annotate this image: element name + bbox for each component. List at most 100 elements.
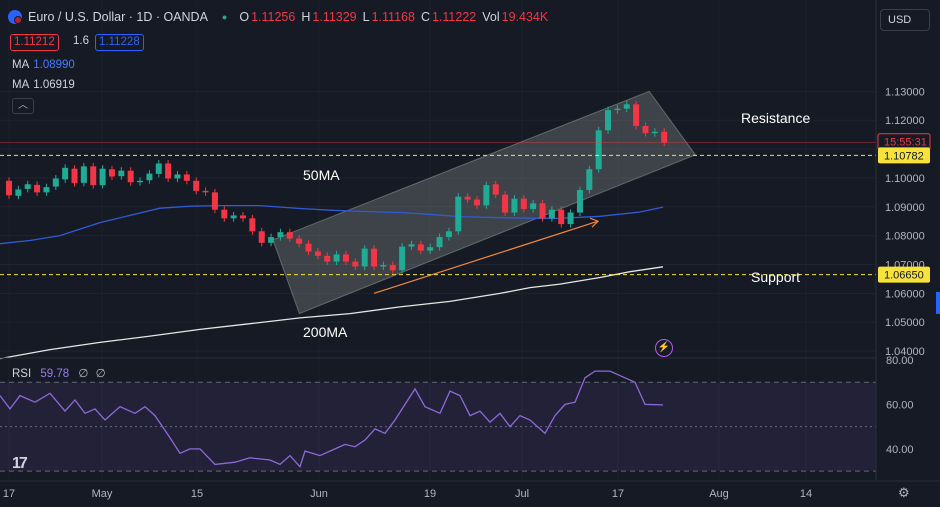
candle-body	[202, 190, 209, 193]
candle-body	[371, 248, 378, 267]
low-label: L	[362, 10, 370, 24]
candle-body	[221, 209, 228, 219]
close-value: 1.11222	[431, 10, 477, 24]
rsi-tick-label: 80.00	[886, 355, 914, 367]
price-tag-label: 1.06650	[884, 270, 924, 282]
candle-body	[333, 254, 340, 262]
candle-body	[240, 215, 246, 219]
price-tag	[878, 266, 930, 283]
candle-body	[43, 187, 50, 193]
candle-body	[651, 131, 658, 134]
candle-body	[539, 203, 546, 219]
horizontal-lines	[0, 142, 876, 276]
open-label: O	[239, 10, 250, 24]
price-tick-label: 1.09000	[885, 202, 925, 214]
candle-body	[483, 185, 490, 206]
candle-body	[380, 265, 387, 267]
rsi-legend[interactable]: RSI 59.78 ∅ ∅	[12, 366, 106, 380]
trend-arrow-head	[589, 217, 600, 228]
rsi-value: 59.78	[40, 368, 70, 380]
close-label: C	[420, 10, 430, 24]
rsi-tick-label: 60.00	[886, 399, 914, 411]
candle-body	[118, 170, 125, 177]
candle-body	[576, 190, 583, 213]
rsi-label: RSI	[12, 368, 32, 380]
candle-body	[455, 196, 462, 232]
high-value: 1.11329	[312, 10, 357, 24]
candle-body	[174, 174, 181, 179]
annotation-200ma: 200MA	[303, 324, 348, 340]
tradingview-logo: 17	[12, 455, 28, 472]
volume-value: 19.434K	[501, 10, 549, 24]
candle-body	[324, 255, 331, 262]
price-tick-label: 1.06000	[885, 288, 925, 300]
candle-body	[605, 110, 612, 131]
ma-50-value: 1.08990	[33, 59, 75, 71]
candle-body	[661, 131, 668, 143]
candle-body	[108, 169, 115, 177]
candle-body	[127, 170, 134, 183]
candle-body	[445, 231, 452, 238]
candle-body	[492, 184, 499, 195]
buy-price-button[interactable]: 1.11228	[95, 34, 144, 51]
candle-body	[146, 173, 153, 181]
candle-body	[137, 180, 144, 183]
candle-body	[90, 166, 97, 186]
candle-body	[155, 163, 162, 174]
collapse-legend-button[interactable]: ︿	[12, 98, 34, 114]
price-tick-label: 1.04000	[885, 346, 925, 358]
ma-50-legend[interactable]: MA 1.08990	[12, 59, 75, 71]
annotation-resistance: Resistance	[741, 110, 811, 126]
candle-body	[474, 199, 480, 206]
time-tick-label: Jun	[310, 488, 328, 500]
ma-200-legend[interactable]: MA 1.06919	[12, 79, 75, 91]
scroll-handle	[936, 292, 940, 314]
rsi-param: ∅	[95, 368, 106, 380]
settings-gear-icon[interactable]: ⚙	[898, 485, 910, 500]
candle-body	[258, 231, 265, 243]
candle-body	[314, 251, 321, 256]
candle-body	[511, 198, 518, 213]
candle-body	[183, 174, 190, 181]
time-tick-label: 19	[424, 488, 436, 500]
sell-price-button[interactable]: 1.11212	[10, 34, 59, 51]
candle-body	[62, 167, 69, 180]
candle-body	[249, 218, 256, 232]
candle-body	[595, 130, 602, 170]
rsi-param: ∅	[78, 368, 89, 380]
rsi-line	[0, 370, 664, 468]
candle-body	[352, 261, 359, 267]
rsi-tick-label: 40.00	[886, 444, 914, 456]
candle-body	[296, 238, 303, 244]
candle-body	[52, 178, 59, 187]
candles	[6, 100, 668, 274]
symbol-title[interactable]: Euro / U.S. Dollar · 1D · OANDA	[28, 10, 208, 24]
currency-label: USD	[888, 14, 912, 26]
candle-body	[305, 243, 312, 252]
candle-body	[230, 215, 237, 219]
candle-body	[165, 163, 172, 179]
euro-flag-icon	[8, 10, 22, 24]
ma-label: MA	[12, 59, 30, 71]
ma-200-line	[0, 266, 664, 360]
market-open-icon: ●	[221, 12, 228, 22]
symbol-header: Euro / U.S. Dollar · 1D · OANDA ● O 1.112…	[8, 10, 554, 24]
candle-body	[277, 232, 284, 238]
candle-body	[633, 104, 640, 126]
currency-dropdown[interactable]: USD	[880, 9, 930, 31]
candle-body	[408, 244, 415, 247]
candle-body	[623, 104, 630, 109]
candle-body	[567, 212, 574, 225]
candle-body	[642, 125, 649, 134]
spread-value: 1.6	[73, 35, 89, 47]
ma-label: MA	[12, 79, 30, 91]
time-tick-label: 17	[3, 488, 15, 500]
lightning-icon[interactable]: ⚡	[655, 339, 673, 357]
candle-body	[530, 203, 537, 210]
annotation-support: Support	[751, 269, 801, 285]
candle-body	[15, 189, 22, 196]
trend-arrow	[373, 220, 599, 294]
